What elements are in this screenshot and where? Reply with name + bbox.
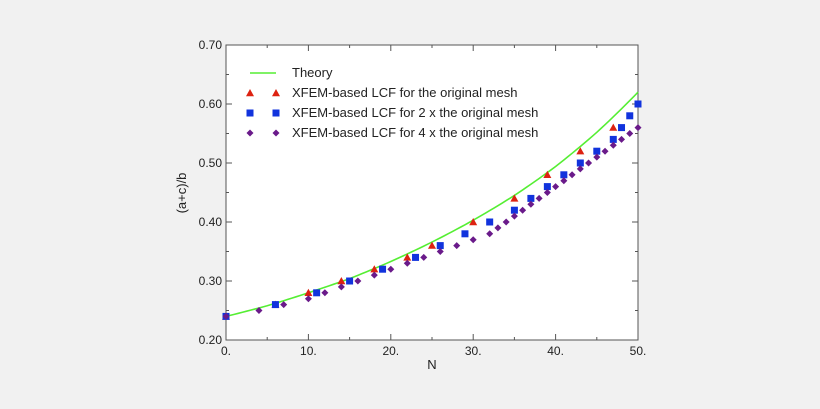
legend-item-4: XFEM-based LCF for 4 x the original mesh: [246, 125, 538, 140]
legend-marker: [272, 109, 280, 117]
diamond-point: [519, 206, 527, 214]
plot-area: [225, 44, 639, 341]
y-tick-labels: 0.20 0.30 0.40 0.50 0.60 0.70: [199, 38, 223, 347]
legend-marker: [272, 129, 280, 137]
legend-marker: [246, 89, 254, 97]
y-tick-label: 0.20: [199, 333, 223, 347]
series-3: [222, 100, 642, 320]
square-point: [527, 194, 535, 202]
diamond-point: [543, 189, 551, 196]
triangle-point: [304, 288, 313, 296]
legend-marker: [272, 89, 280, 97]
square-point: [412, 253, 420, 261]
x-tick-label: 40.: [547, 344, 564, 358]
diamond-point: [354, 277, 362, 285]
diamond-point: [387, 265, 395, 273]
triangle-point: [576, 147, 585, 155]
y-tick-label: 0.30: [199, 274, 223, 288]
diamond-point: [370, 271, 378, 279]
square-point: [346, 277, 354, 285]
square-point: [379, 265, 387, 273]
diamond-point: [585, 159, 593, 167]
x-tick-label: 30.: [465, 344, 482, 358]
triangle-point: [428, 241, 436, 249]
legend-item-3: XFEM-based LCF for 2 x the original mesh: [246, 105, 538, 120]
diamond-point: [601, 147, 609, 155]
series-4: [222, 124, 642, 320]
diamond-point: [280, 301, 288, 309]
x-axis-title: N: [427, 357, 436, 372]
diamond-point: [626, 130, 634, 137]
diamond-point: [486, 230, 494, 238]
square-point: [436, 242, 444, 250]
legend-label: XFEM-based LCF for 4 x the original mesh: [292, 125, 538, 140]
diamond-point: [469, 236, 477, 244]
square-point: [543, 183, 551, 191]
diamond-point: [222, 312, 230, 320]
square-point: [313, 289, 321, 297]
diamond-point: [560, 177, 568, 185]
triangle-point: [510, 194, 519, 202]
x-tick-label: 10.: [300, 344, 317, 358]
diamond-point: [255, 307, 263, 314]
diamond-point: [510, 212, 518, 220]
square-point: [626, 112, 634, 120]
y-tick-label: 0.50: [199, 156, 223, 170]
square-point: [461, 230, 469, 238]
triangle-point: [403, 253, 412, 261]
x-tick-label: 50.: [630, 344, 647, 358]
tick-marks: [225, 44, 639, 341]
diamond-point: [337, 283, 345, 291]
legend-label: XFEM-based LCF for the original mesh: [292, 85, 517, 100]
triangle-point: [543, 170, 552, 178]
y-axis-title: (a+c)/b: [174, 173, 189, 214]
legend: Theory XFEM-based LCF for the original me…: [246, 65, 538, 140]
legend-item-1: Theory: [250, 65, 333, 80]
diamond-point: [552, 183, 560, 191]
legend-marker: [246, 109, 254, 117]
diamond-point: [321, 289, 329, 297]
diamond-point: [453, 242, 461, 250]
square-point: [618, 124, 626, 132]
legend-label: XFEM-based LCF for 2 x the original mesh: [292, 105, 538, 120]
diamond-point: [609, 141, 617, 149]
y-tick-label: 0.40: [199, 215, 223, 229]
square-point: [271, 301, 279, 309]
square-point: [576, 159, 584, 167]
diamond-point: [403, 259, 411, 267]
y-tick-label: 0.70: [199, 38, 223, 52]
square-point: [560, 171, 568, 179]
legend-marker: [246, 129, 254, 137]
y-tick-label: 0.60: [199, 97, 223, 111]
legend-item-2: XFEM-based LCF for the original mesh: [246, 85, 517, 100]
diamond-point: [502, 218, 510, 226]
diamond-point: [618, 135, 626, 143]
triangle-point: [370, 265, 379, 273]
x-tick-label: 0.: [221, 344, 231, 358]
square-point: [510, 206, 518, 214]
triangle-point: [337, 277, 346, 285]
diamond-point: [304, 295, 312, 303]
diamond-point: [593, 153, 601, 161]
diamond-point: [420, 253, 428, 261]
square-point: [486, 218, 494, 226]
diamond-point: [494, 224, 502, 232]
series-layer: [222, 91, 642, 320]
triangle-point: [609, 123, 618, 131]
legend-label: Theory: [292, 65, 333, 80]
diamond-point: [527, 200, 535, 208]
diamond-point: [568, 171, 576, 179]
diamond-point: [634, 124, 642, 132]
diamond-point: [535, 194, 543, 202]
diamond-point: [576, 165, 584, 173]
x-tick-label: 20.: [382, 344, 399, 358]
square-point: [593, 147, 601, 155]
x-tick-labels: 0. 10. 20. 30. 40. 50.: [221, 344, 646, 358]
triangle-point: [469, 218, 478, 226]
square-point: [634, 100, 642, 108]
diamond-point: [436, 248, 444, 255]
square-point: [609, 135, 617, 143]
